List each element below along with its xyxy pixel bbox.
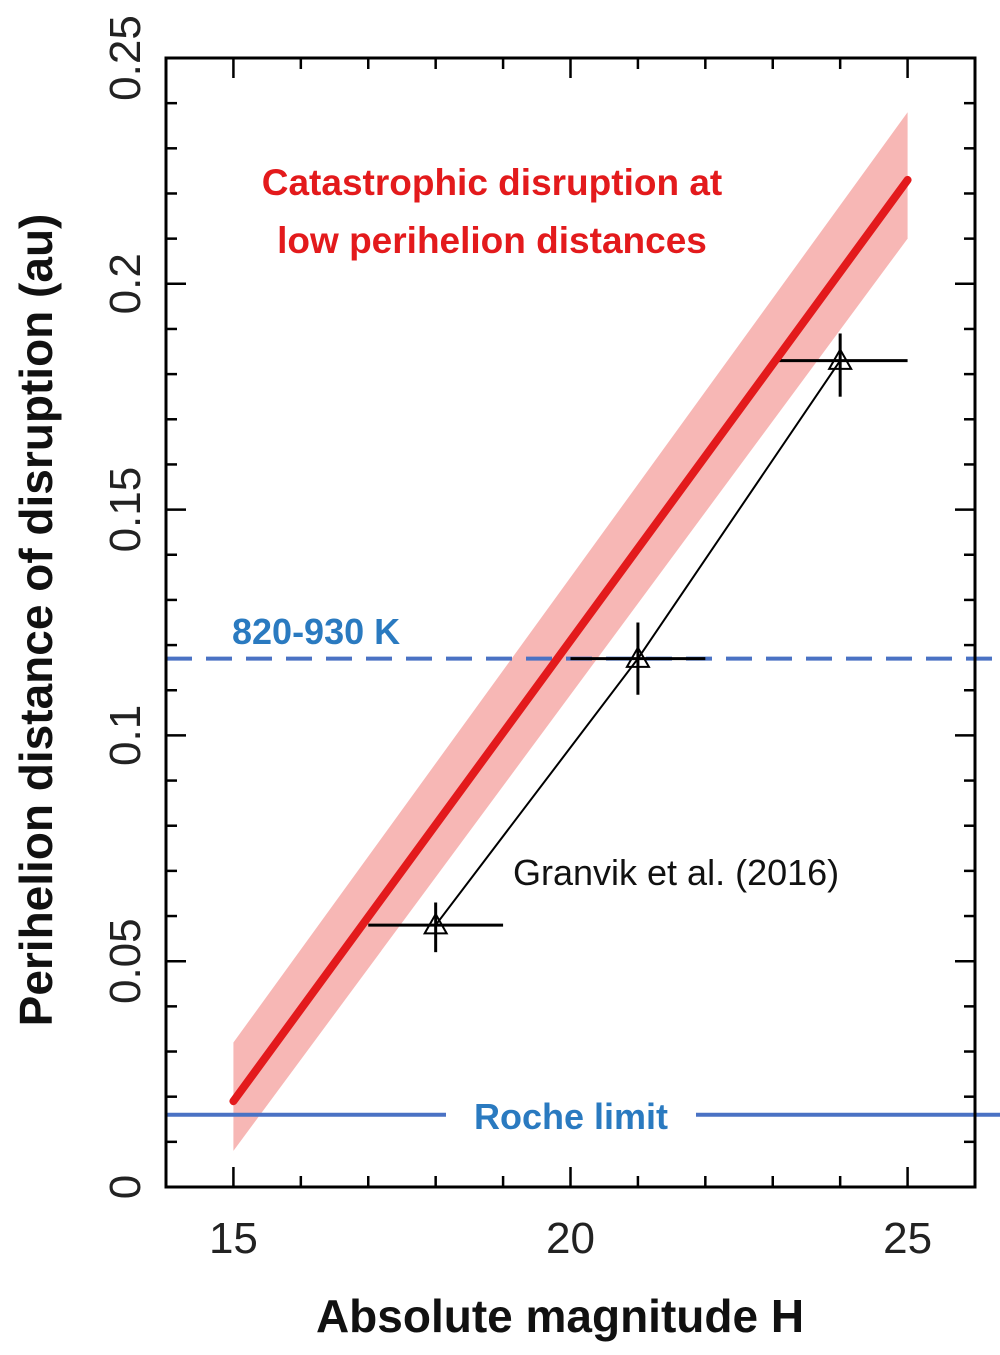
disruption-label-line2: low perihelion distances	[277, 220, 707, 261]
roche-label: Roche limit	[474, 1096, 668, 1137]
y-tick-label: 0.15	[101, 467, 150, 553]
temperature-label: 820-930 K	[232, 611, 400, 652]
y-tick-label: 0.05	[101, 918, 150, 1004]
y-axis-title: Perihelion distance of disruption (au)	[10, 214, 62, 1027]
model-uncertainty-band	[233, 112, 908, 1151]
granvik-point	[422, 912, 449, 935]
x-tick-label: 15	[209, 1214, 258, 1263]
disruption-label-line1: Catastrophic disruption at	[262, 162, 722, 203]
y-tick-label: 0.1	[101, 705, 150, 766]
model-line	[229, 175, 912, 1106]
granvik-point	[827, 347, 853, 370]
y-tick-label: 0	[101, 1175, 150, 1199]
granvik-point	[625, 645, 651, 668]
granvik-label: Granvik et al. (2016)	[513, 852, 839, 893]
y-tick-label: 0.2	[101, 253, 150, 314]
temperature-label-bg	[222, 608, 440, 650]
roche-label-bg	[446, 1094, 696, 1140]
x-tick-label: 20	[546, 1214, 595, 1263]
y-tick-label: 0.25	[101, 15, 150, 101]
x-tick-label: 25	[883, 1214, 932, 1263]
x-axis-title: Absolute magnitude H	[316, 1290, 804, 1342]
